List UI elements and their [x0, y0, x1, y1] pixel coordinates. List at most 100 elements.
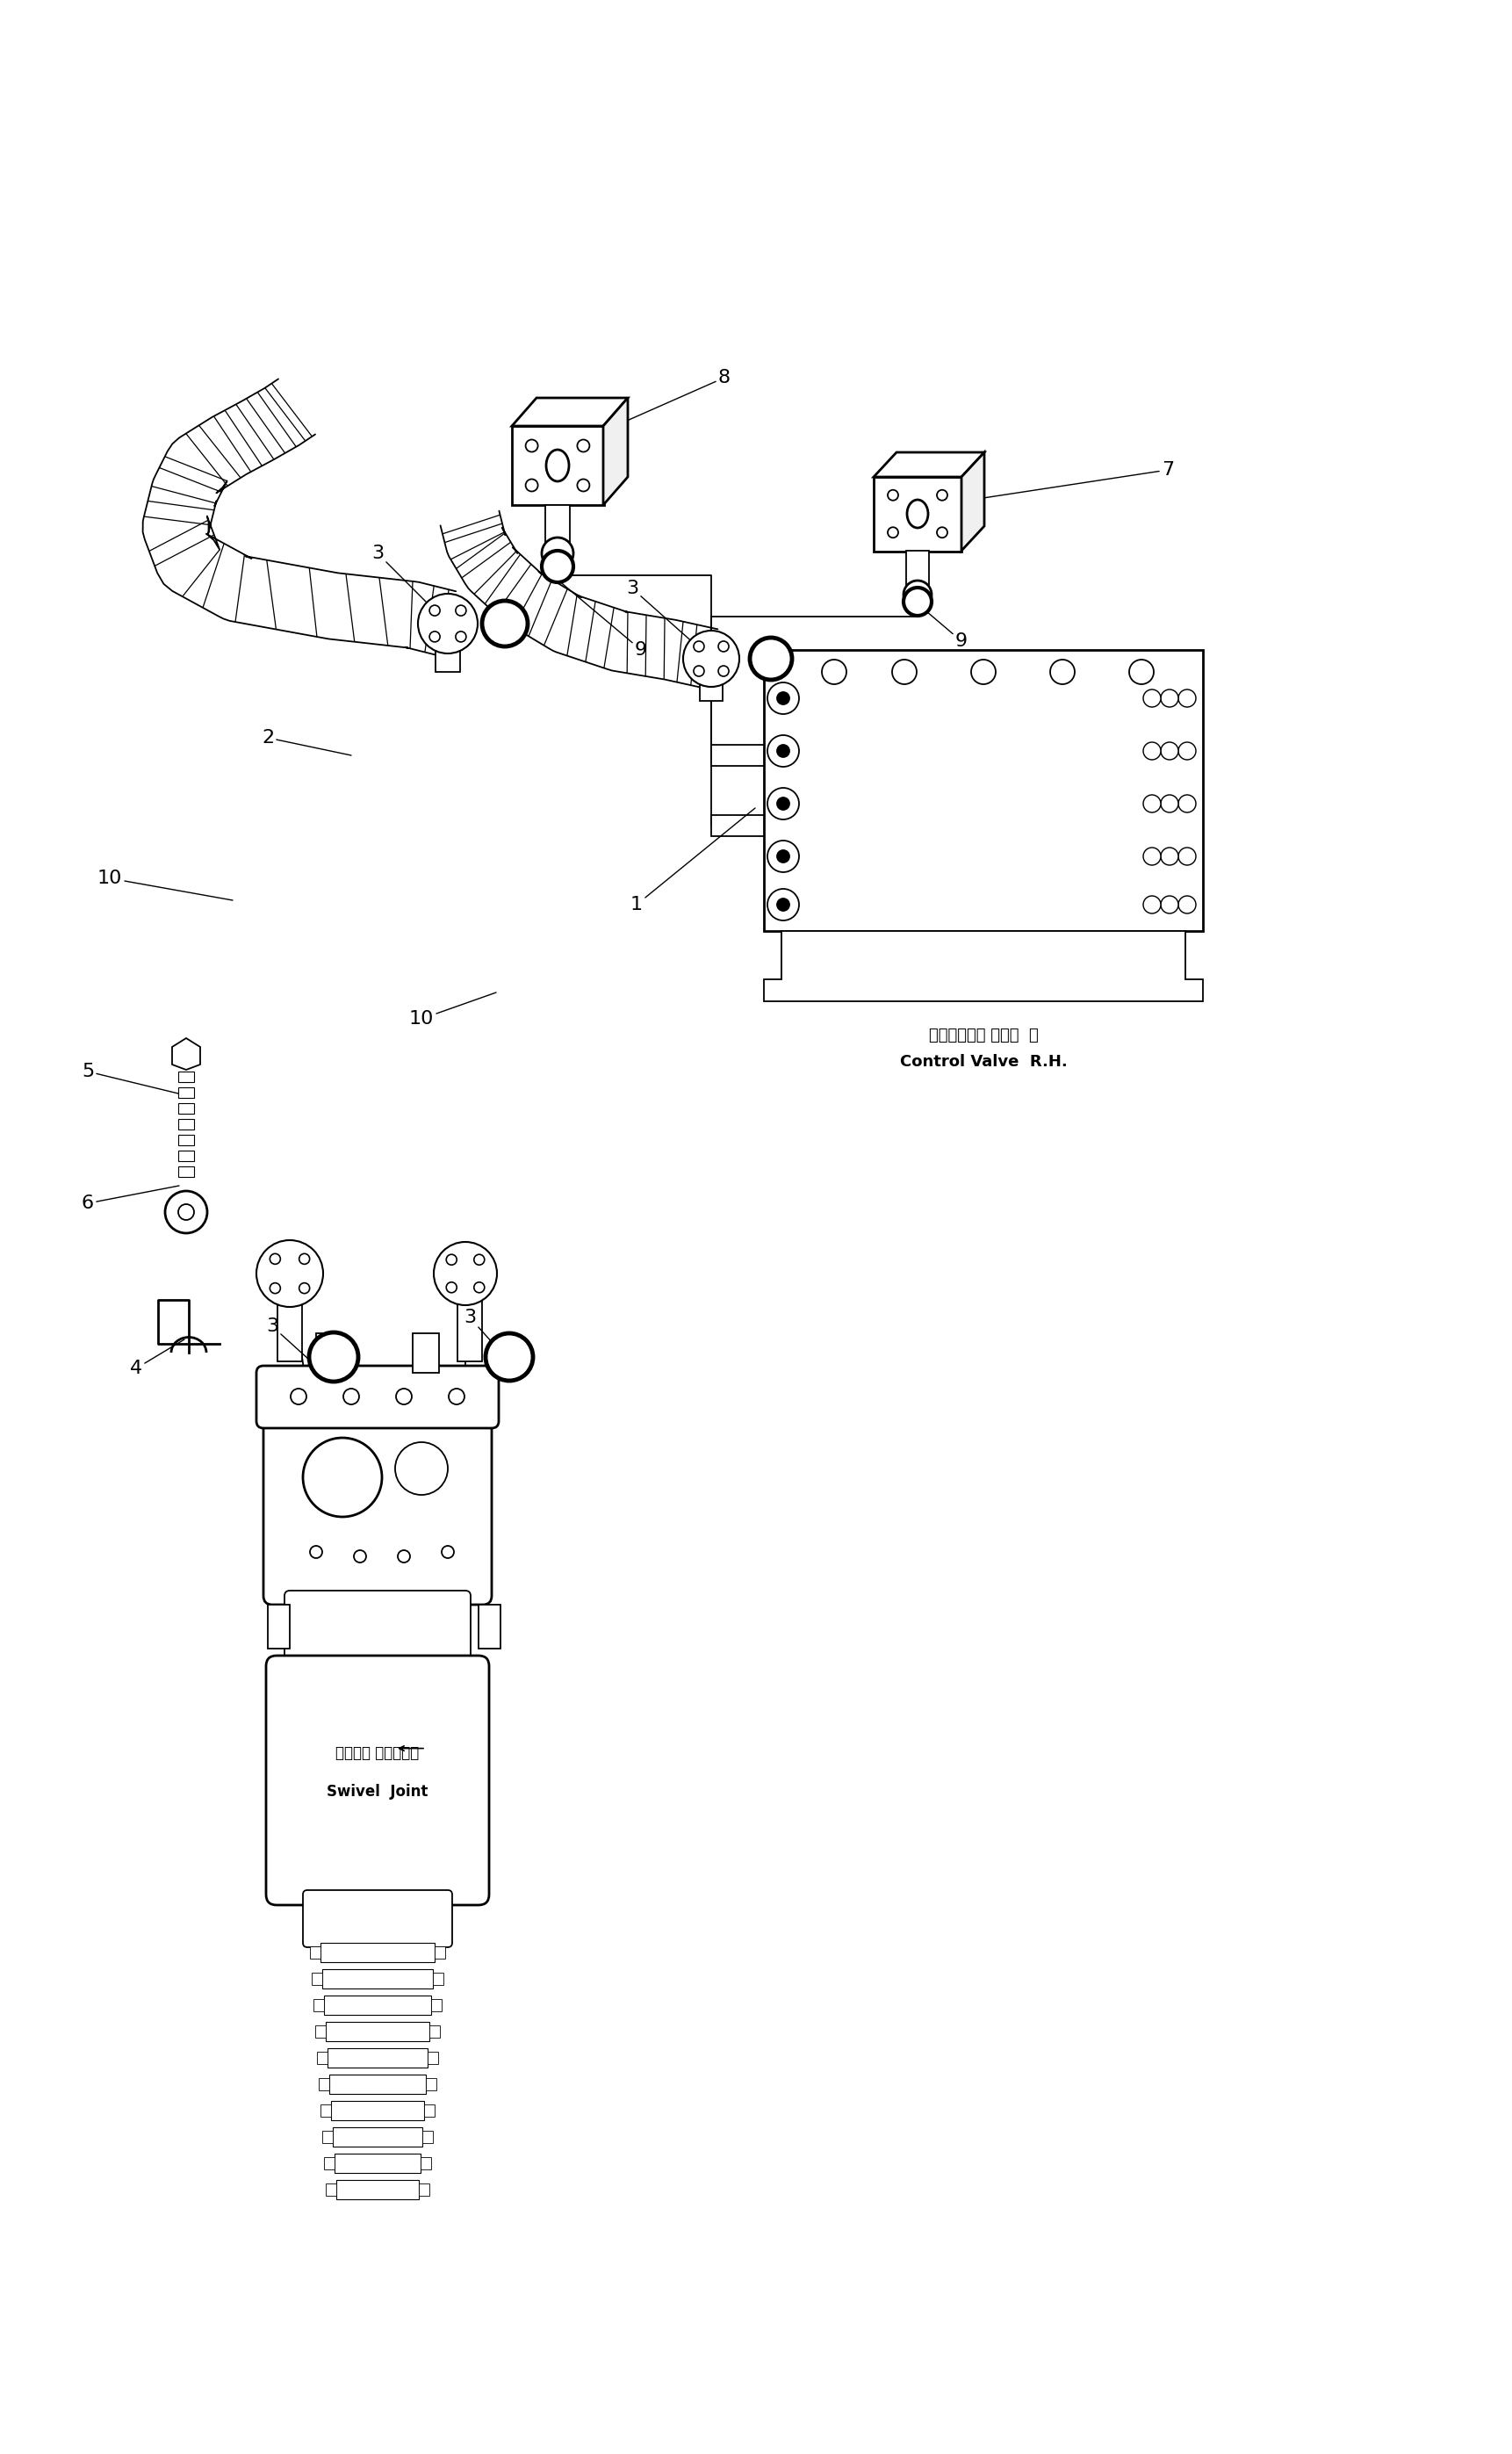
Circle shape: [718, 665, 729, 677]
Circle shape: [768, 682, 798, 714]
Text: 3: 3: [266, 1318, 308, 1360]
Circle shape: [694, 640, 705, 653]
Bar: [268, 1605, 290, 1649]
Circle shape: [694, 665, 705, 677]
Circle shape: [178, 1205, 194, 1220]
Circle shape: [541, 537, 573, 569]
Bar: [435, 623, 460, 672]
Bar: [178, 1119, 194, 1129]
Bar: [478, 1605, 500, 1649]
Circle shape: [429, 606, 440, 616]
Text: スイベル ジョイント: スイベル ジョイント: [336, 1745, 419, 1762]
Polygon shape: [874, 452, 984, 476]
Bar: [178, 1087, 194, 1097]
Bar: [311, 1973, 322, 1985]
Bar: [178, 1104, 194, 1114]
Circle shape: [718, 640, 729, 653]
Bar: [314, 2025, 325, 2037]
Circle shape: [473, 1281, 484, 1293]
Circle shape: [446, 1281, 457, 1293]
Circle shape: [434, 1242, 497, 1306]
Text: 10: 10: [97, 869, 233, 901]
Circle shape: [398, 1551, 410, 1563]
Text: Swivel  Joint: Swivel Joint: [327, 1784, 428, 1799]
Bar: [319, 2079, 330, 2091]
Circle shape: [777, 798, 789, 810]
Circle shape: [417, 594, 478, 653]
Circle shape: [485, 1333, 532, 1382]
Circle shape: [937, 528, 948, 537]
Circle shape: [269, 1283, 280, 1293]
Circle shape: [526, 479, 538, 491]
Bar: [325, 2022, 429, 2042]
Text: 2: 2: [262, 729, 351, 756]
Circle shape: [1129, 660, 1154, 685]
Bar: [322, 2130, 333, 2142]
Text: 1: 1: [631, 807, 754, 913]
Circle shape: [1143, 896, 1161, 913]
Polygon shape: [764, 930, 1204, 1001]
Circle shape: [310, 1546, 322, 1558]
Circle shape: [482, 601, 528, 645]
Polygon shape: [172, 1038, 200, 1070]
Bar: [333, 2128, 422, 2147]
Circle shape: [442, 1546, 454, 1558]
Circle shape: [768, 788, 798, 820]
Text: 5: 5: [82, 1063, 178, 1094]
Circle shape: [290, 1389, 307, 1404]
Circle shape: [308, 1333, 358, 1382]
Text: 3: 3: [372, 545, 448, 623]
Circle shape: [1143, 795, 1161, 812]
Circle shape: [888, 528, 898, 537]
FancyBboxPatch shape: [263, 1411, 491, 1605]
Bar: [426, 2079, 437, 2091]
Text: 9: 9: [921, 606, 968, 650]
Text: 8: 8: [575, 368, 730, 444]
Circle shape: [937, 491, 948, 501]
Circle shape: [446, 1254, 457, 1264]
Circle shape: [395, 1443, 448, 1494]
Circle shape: [1178, 795, 1196, 812]
Bar: [429, 2025, 440, 2037]
Circle shape: [302, 1438, 383, 1517]
Bar: [432, 1973, 443, 1985]
Bar: [413, 1333, 438, 1372]
Circle shape: [892, 660, 916, 685]
Bar: [434, 1946, 445, 1958]
Circle shape: [904, 582, 931, 609]
Text: 9: 9: [558, 579, 647, 658]
Circle shape: [777, 692, 789, 704]
Bar: [331, 2101, 423, 2120]
Circle shape: [299, 1283, 310, 1293]
Bar: [330, 2074, 426, 2093]
Bar: [874, 476, 962, 552]
Circle shape: [257, 1239, 324, 1308]
Bar: [336, 2179, 419, 2199]
Circle shape: [429, 631, 440, 643]
Bar: [419, 2184, 429, 2196]
Circle shape: [1161, 847, 1178, 866]
Circle shape: [768, 736, 798, 766]
Circle shape: [971, 660, 996, 685]
Circle shape: [455, 606, 466, 616]
Bar: [313, 2000, 324, 2012]
Bar: [321, 1944, 434, 1963]
Circle shape: [1178, 690, 1196, 707]
Text: 3: 3: [626, 579, 711, 658]
Circle shape: [750, 638, 792, 680]
Bar: [906, 550, 928, 594]
Bar: [278, 1274, 302, 1362]
Circle shape: [777, 746, 789, 758]
Circle shape: [455, 631, 466, 643]
Bar: [422, 2130, 432, 2142]
Circle shape: [777, 849, 789, 861]
Circle shape: [683, 631, 739, 687]
Bar: [178, 1166, 194, 1178]
Circle shape: [541, 550, 573, 582]
Circle shape: [165, 1190, 207, 1234]
Bar: [764, 650, 1204, 930]
Bar: [178, 1134, 194, 1146]
Bar: [711, 746, 764, 766]
Bar: [178, 1072, 194, 1082]
Bar: [431, 2000, 442, 2012]
